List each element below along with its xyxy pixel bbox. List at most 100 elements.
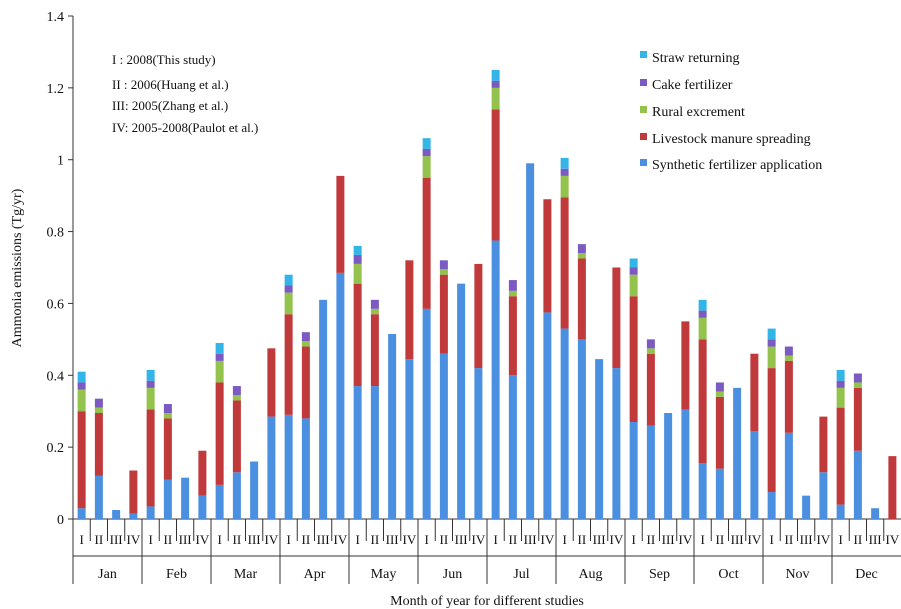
bar-synthetic-sep-ii [646,425,655,519]
study-label: III [731,532,744,547]
bar-synthetic-aug-i [560,328,569,519]
bar-straw-mar-i [215,342,224,354]
bar-synthetic-jun-ii [439,353,448,519]
bar-synthetic-oct-i [698,463,707,519]
bar-cake-jun-ii [439,260,448,270]
month-label: Dec [855,567,878,582]
study-label: I [355,532,359,547]
study-label: II [95,532,104,547]
bar-rural-apr-i [284,292,293,315]
study-note-2: II : 2006(Huang et al.) [112,77,229,92]
study-label: III [248,532,261,547]
bar-synthetic-jun-iv [474,368,483,519]
bar-synthetic-may-iv [405,359,414,519]
bar-rural-apr-ii [301,341,310,347]
y-tick-label: 0 [57,513,64,528]
bar-synthetic-feb-iv [198,495,207,519]
bar-synthetic-oct-ii [715,468,724,519]
bar-cake-dec-i [836,380,845,388]
bar-livestock-aug-i [560,197,569,329]
study-label: IV [541,532,555,547]
bar-rural-feb-ii [163,413,172,419]
bar-synthetic-dec-i [836,504,845,519]
bar-synthetic-nov-ii [784,432,793,519]
study-label: I [424,532,428,547]
bar-rural-nov-ii [784,355,793,361]
bar-straw-feb-i [146,369,155,381]
study-note-3: III: 2005(Zhang et al.) [112,98,228,113]
bar-cake-may-i [353,254,362,264]
bars [77,69,897,520]
legend-label-rural: Rural excrement [652,105,745,120]
bar-rural-aug-i [560,175,569,198]
bar-livestock-apr-ii [301,346,310,419]
study-label: III [800,532,813,547]
month-label: Sep [649,567,670,582]
bar-cake-sep-ii [646,339,655,349]
bar-cake-feb-ii [163,404,172,414]
bar-straw-oct-i [698,299,707,311]
bar-synthetic-dec-iii [871,508,880,519]
y-tick-label: 0.2 [47,441,65,456]
bar-livestock-oct-ii [715,396,724,469]
study-label: II [716,532,725,547]
bar-synthetic-nov-iv [819,472,828,519]
bar-rural-dec-ii [853,382,862,388]
bar-synthetic-feb-iii [181,477,190,519]
y-tick-label: 1.4 [47,10,65,25]
legend-label-synthetic: Synthetic fertilizer application [652,158,822,173]
bar-synthetic-jul-iv [543,312,552,519]
bar-livestock-jul-i [491,109,500,241]
month-label: May [371,567,397,582]
bar-synthetic-mar-iii [250,461,259,519]
bar-rural-mar-i [215,360,224,383]
study-label: III [869,532,882,547]
bar-livestock-aug-iv [612,267,621,369]
study-label: III [386,532,399,547]
study-label: II [578,532,587,547]
bar-rural-oct-i [698,317,707,340]
study-label: I [700,532,704,547]
study-label: IV [403,532,417,547]
bar-cake-jan-i [77,382,86,390]
y-tick-label: 1.2 [47,82,65,97]
bar-rural-jan-i [77,389,86,412]
bar-synthetic-apr-iv [336,272,345,519]
study-label: I [493,532,497,547]
bar-livestock-aug-ii [577,258,586,340]
study-label: IV [748,532,762,547]
bar-straw-sep-i [629,258,638,268]
month-label: Aug [578,567,602,582]
bar-synthetic-jul-iii [526,163,535,519]
study-label: II [233,532,242,547]
legend-swatch-synthetic [640,159,647,166]
study-label: III [317,532,330,547]
bar-cake-nov-ii [784,346,793,356]
bar-rural-sep-ii [646,348,655,354]
bar-livestock-oct-iv [750,353,759,431]
study-note-1: I : 2008(This study) [112,52,216,67]
study-label: I [79,532,83,547]
bar-synthetic-sep-i [629,421,638,519]
bar-rural-may-i [353,263,362,284]
bar-livestock-may-i [353,283,362,387]
legend: Straw returning Cake fertilizer Rural ex… [640,51,822,173]
study-label: IV [817,532,831,547]
bar-synthetic-mar-ii [232,472,241,519]
bar-cake-apr-i [284,285,293,293]
study-label: IV [265,532,279,547]
axes: 0 0.2 0.4 0.6 0.8 1 1.2 1.4 [47,10,901,584]
bar-rural-feb-i [146,387,155,410]
bar-livestock-jan-iv [129,470,138,514]
bar-rural-sep-i [629,274,638,297]
study-label: II [854,532,863,547]
bar-cake-oct-i [698,310,707,318]
bar-cake-apr-ii [301,332,310,342]
legend-label-straw: Straw returning [652,51,739,66]
bar-synthetic-oct-iv [750,430,759,519]
bar-synthetic-apr-ii [301,418,310,519]
bar-livestock-apr-i [284,314,293,415]
y-tick-label: 0.8 [47,226,65,241]
bar-livestock-jun-iv [474,263,483,369]
bar-straw-aug-i [560,157,569,169]
